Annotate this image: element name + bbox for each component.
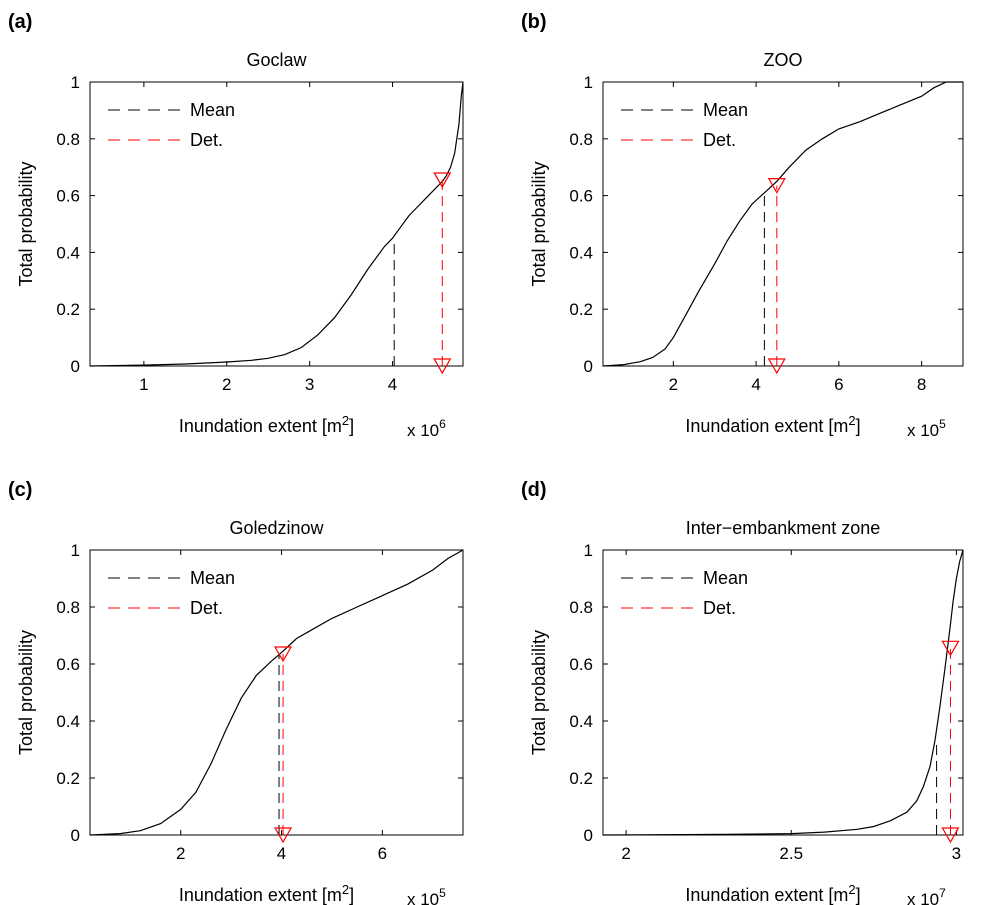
legend-det-label: Det. [190,598,223,618]
y-tick-label: 0 [584,357,593,376]
y-tick-label: 0.2 [56,300,80,319]
y-tick-label: 1 [584,541,593,560]
x-tick-label: 2 [176,844,185,863]
chart-title: Goledzinow [229,518,324,538]
det-marker-top [274,646,293,663]
y-tick-label: 0.4 [569,712,593,731]
panel-label: (d) [521,479,547,501]
plot-area [602,549,964,836]
x-axis-exponent: x 105 [907,417,946,440]
y-tick-label: 0.8 [569,130,593,149]
panel-label: (c) [8,479,32,501]
plot-area [602,81,964,367]
cdf-line [602,81,963,367]
legend-det-label: Det. [703,130,736,150]
legend-det-label: Det. [703,598,736,618]
legend-mean-label: Mean [190,100,235,120]
y-axis-label: Total probability [16,161,36,286]
panel-label: (a) [8,11,32,33]
y-tick-label: 0 [71,357,80,376]
x-axis-label: Inundation extent [m2] [685,413,860,436]
det-marker-top [767,178,786,194]
x-tick-label: 2.5 [779,844,803,863]
legend-mean-label: Mean [190,568,235,588]
y-axis-label: Total probability [529,161,549,286]
y-tick-label: 0.4 [56,243,80,262]
y-tick-label: 0.6 [56,655,80,674]
x-tick-label: 4 [277,844,286,863]
y-axis-label: Total probability [16,630,36,755]
chart-title: Goclaw [246,50,307,70]
y-tick-label: 0 [584,826,593,845]
y-tick-label: 0.6 [56,187,80,206]
x-tick-label: 4 [388,375,397,394]
y-tick-label: 0.4 [56,712,80,731]
panel-a: (a) Goclaw 0 0.2 0.4 0.6 0.8 1 1 2 3 4 Total probabi… [8,11,464,440]
legend-mean-label: Mean [703,568,748,588]
y-axis-label: Total probability [529,630,549,755]
panel-label: (b) [521,11,547,33]
y-tick-label: 1 [71,541,80,560]
x-tick-label: 6 [378,844,387,863]
det-marker-bottom [767,358,786,375]
legend-det-label: Det. [190,130,223,150]
chart-title: ZOO [764,50,803,70]
det-marker-bottom [941,827,960,844]
x-tick-label: 3 [952,844,961,863]
x-tick-label: 8 [917,375,926,394]
y-tick-label: 0 [71,826,80,845]
cdf-line [602,549,964,836]
x-tick-label: 1 [139,375,148,394]
x-tick-label: 2 [669,375,678,394]
x-tick-label: 6 [834,375,843,394]
x-axis-exponent: x 107 [907,886,946,905]
chart-title: Inter−embankment zone [686,518,881,538]
plot-area [89,549,464,836]
y-tick-label: 0.8 [56,598,80,617]
x-axis-label: Inundation extent [m2] [685,882,860,905]
det-marker-bottom [433,358,452,375]
cdf-line [89,549,464,836]
y-tick-label: 0.4 [569,243,593,262]
panel-c: (c) Goledzinow 0 0.2 0.4 0.6 0.8 1 2 4 6 Total prob… [8,479,464,905]
y-tick-label: 0.2 [569,769,593,788]
y-tick-label: 0.8 [56,130,80,149]
det-marker-bottom [274,827,293,844]
y-tick-label: 0.2 [569,300,593,319]
legend-mean-label: Mean [703,100,748,120]
x-axis-label: Inundation extent [m2] [179,882,354,905]
y-tick-label: 0.2 [56,769,80,788]
x-tick-label: 2 [222,375,231,394]
panel-d: (d) Inter−embankment zone 0 0.2 0.4 0.6 0.8 1 2 2… [521,479,964,905]
x-tick-label: 2 [621,844,630,863]
y-tick-label: 1 [71,73,80,92]
det-marker-top [433,172,452,189]
cdf-line [89,81,464,367]
plot-area [89,81,464,367]
y-tick-label: 0.6 [569,187,593,206]
y-tick-label: 0.6 [569,655,593,674]
y-tick-label: 1 [584,73,593,92]
x-tick-label: 4 [751,375,760,394]
panel-b: (b) ZOO 0 0.2 0.4 0.6 0.8 1 2 4 6 8 Total probabilit… [521,11,964,440]
det-marker-top [941,640,960,657]
y-tick-label: 0.8 [569,598,593,617]
x-tick-label: 3 [305,375,314,394]
x-axis-exponent: x 105 [407,886,446,905]
x-axis-exponent: x 106 [407,417,446,440]
x-axis-label: Inundation extent [m2] [179,413,354,436]
